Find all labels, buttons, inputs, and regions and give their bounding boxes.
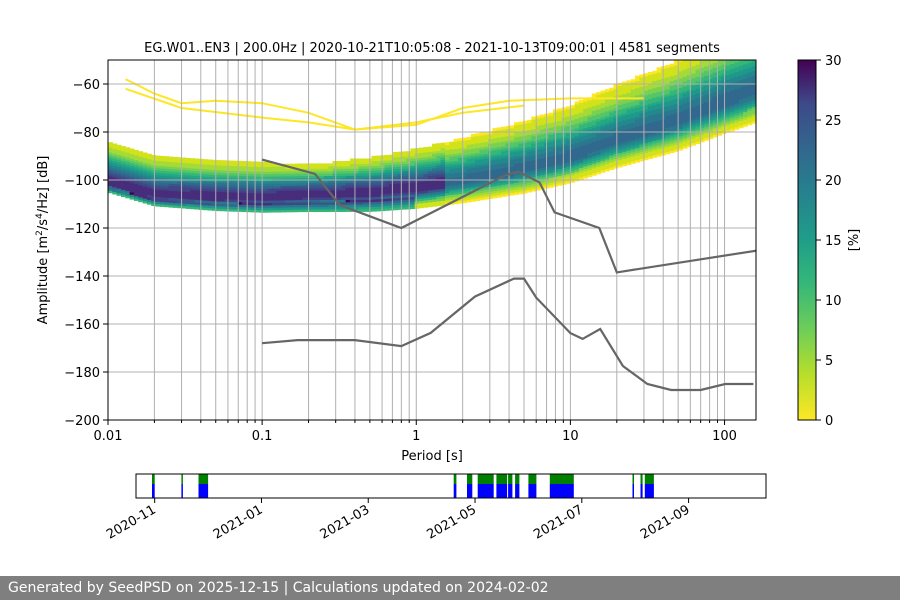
coverage-gap-free-bar	[152, 474, 155, 484]
x-tick-label: 0.1	[252, 429, 273, 444]
y-tick-label: −200	[64, 414, 100, 429]
coverage-gap-free-bar	[508, 474, 513, 484]
y-tick-label: −80	[73, 126, 100, 141]
x-tick-label: 100	[712, 429, 737, 444]
nlnm-curve	[262, 277, 754, 392]
colorbar-tick-label: 15	[825, 234, 842, 249]
coverage-gap-free-bar	[549, 474, 574, 484]
noise-models	[261, 158, 756, 392]
timeline-tick-label: 2021-03	[318, 502, 373, 542]
coverage-gap-free-bar	[640, 474, 643, 484]
coverage-data-bar	[515, 484, 520, 498]
colorbar-tick-label: 10	[825, 294, 842, 309]
x-axis-ticks: 0.01 0.1 1 10 100	[94, 420, 737, 444]
y-tick-label: −140	[64, 270, 100, 285]
x-tick-label: 0.01	[94, 429, 123, 444]
x-tick-label: 1	[412, 429, 420, 444]
footer: Generated by SeedPSD on 2025-12-15 | Cal…	[0, 576, 900, 600]
coverage-data-bar	[508, 484, 513, 498]
timeline-frame	[135, 473, 767, 499]
x-tick-label: 10	[562, 429, 579, 444]
y-tick-label: −160	[64, 318, 100, 333]
chart-title: EG.W01..EN3 | 200.0Hz | 2020-10-21T10:05…	[144, 41, 720, 56]
coverage-data-bar	[453, 484, 457, 498]
timeline-tick-label: 2021-09	[638, 502, 693, 542]
psd-heatmap	[108, 60, 756, 213]
colorbar-label: [%]	[847, 229, 862, 252]
plot-frame	[107, 59, 757, 421]
coverage-data-bar	[496, 484, 508, 498]
grid	[108, 60, 756, 420]
colorbar	[797, 59, 817, 421]
coverage-gap-free-bar	[453, 474, 457, 484]
coverage-data-bar	[640, 484, 643, 498]
data-coverage-timeline	[152, 474, 654, 498]
colorbar-tick-label: 0	[825, 414, 833, 429]
timeline-tick-label: 2020-11	[104, 502, 159, 542]
y-tick-label: −180	[64, 366, 100, 381]
colorbar-tick-label: 30	[825, 54, 842, 69]
coverage-gap-free-bar	[644, 474, 654, 484]
nhnm-curve	[261, 158, 756, 274]
colorbar-tick-label: 5	[825, 354, 833, 369]
coverage-data-bar	[467, 484, 473, 498]
y-axis-label: Amplitude [m2/s4/Hz] [dB]	[35, 156, 51, 325]
stray-trace-0	[125, 78, 644, 131]
x-axis-label: Period [s]	[401, 449, 463, 464]
colorbar-tick-label: 20	[825, 174, 842, 189]
colorbar-ticks: 0 5 10 15 20 25 30	[816, 54, 842, 429]
stray-trace-1	[125, 87, 525, 131]
coverage-data-bar	[477, 484, 494, 498]
coverage-data-bar	[644, 484, 654, 498]
coverage-gap-free-bar	[496, 474, 508, 484]
coverage-data-bar	[528, 484, 537, 498]
y-tick-label: −120	[64, 222, 100, 237]
coverage-data-bar	[198, 484, 209, 498]
y-tick-label: −100	[64, 174, 100, 189]
timeline-ticks: 2020-11 2021-01 2021-03 2021-05 2021-07 2021-…	[104, 498, 693, 543]
timeline-tick-label: 2021-01	[211, 502, 266, 542]
timeline-tick-label: 2021-07	[531, 502, 586, 542]
coverage-gap-free-bar	[477, 474, 494, 484]
coverage-data-bar	[152, 484, 155, 498]
coverage-gap-free-bar	[198, 474, 209, 484]
coverage-data-bar	[549, 484, 574, 498]
coverage-gap-free-bar	[528, 474, 537, 484]
y-axis-ticks: −200 −180 −160 −140 −120 −100 −80 −60	[64, 78, 108, 429]
coverage-data-bar	[632, 484, 634, 498]
y-tick-label: −60	[73, 78, 100, 93]
coverage-gap-free-bar	[467, 474, 473, 484]
coverage-gap-free-bar	[632, 474, 634, 484]
colorbar-tick-label: 25	[825, 114, 842, 129]
timeline-tick-label: 2021-05	[424, 502, 479, 542]
coverage-gap-free-bar	[515, 474, 520, 484]
coverage-gap-free-bar	[181, 474, 183, 484]
coverage-data-bar	[181, 484, 183, 498]
